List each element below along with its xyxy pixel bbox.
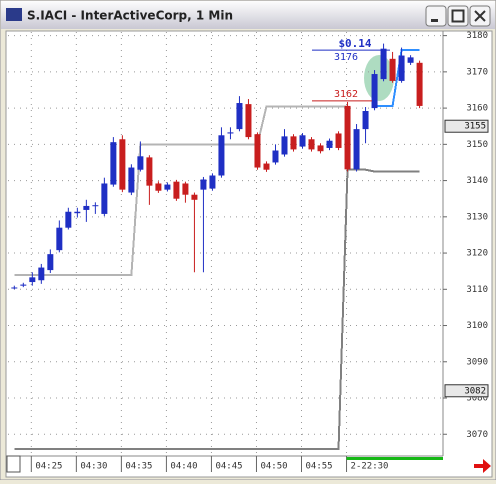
y-tick-label: 3180 bbox=[466, 31, 488, 41]
scroll-arrow[interactable] bbox=[474, 459, 491, 473]
y-tick-label: 3100 bbox=[466, 321, 488, 331]
candle-body bbox=[281, 136, 288, 155]
x-tick-label: 04:55 bbox=[306, 462, 333, 472]
candle-body bbox=[380, 48, 387, 80]
candle-body bbox=[11, 287, 18, 289]
candle-body bbox=[128, 167, 135, 193]
y-tick-label: 3150 bbox=[466, 140, 488, 150]
y-tick-label: 3120 bbox=[466, 249, 488, 259]
title-bar bbox=[1, 1, 495, 29]
y-tick-label: 3080 bbox=[466, 394, 488, 404]
x-tick-label: 04:35 bbox=[125, 462, 152, 472]
x-tick-label: 04:30 bbox=[80, 462, 107, 472]
candle-body bbox=[47, 254, 54, 271]
y-tick-label: 3090 bbox=[466, 357, 488, 367]
window-title: S.IACI - InterActiveCorp, 1 Min bbox=[27, 9, 233, 23]
indicator-line bbox=[14, 168, 420, 450]
maximize-button[interactable] bbox=[447, 5, 469, 27]
candle-body bbox=[416, 62, 423, 106]
candle-body bbox=[146, 157, 153, 186]
candle-body bbox=[101, 183, 108, 214]
y-tick-label: 3130 bbox=[466, 212, 488, 222]
level-label: 3162 bbox=[334, 89, 358, 100]
candle-body bbox=[398, 55, 405, 81]
candle-body bbox=[326, 140, 333, 148]
annotation: $0.14 bbox=[338, 37, 371, 50]
x-tick-label: 04:25 bbox=[35, 462, 62, 472]
price-marker bbox=[444, 384, 489, 398]
highlight bbox=[364, 55, 394, 101]
candle-body bbox=[74, 211, 81, 214]
y-tick-label: 3160 bbox=[466, 104, 488, 114]
candle-body bbox=[20, 284, 27, 286]
close-button[interactable] bbox=[469, 5, 491, 27]
candle-body bbox=[389, 58, 396, 81]
app-icon bbox=[6, 8, 22, 21]
indicator-line bbox=[14, 105, 348, 276]
candle-body bbox=[335, 133, 342, 148]
candle-body bbox=[92, 205, 99, 207]
candle-body bbox=[353, 129, 360, 170]
candle-body bbox=[83, 205, 90, 210]
candle-body bbox=[200, 179, 207, 190]
plot: 3070 3080 3090 3100 3110 3120 3130 3140 3150 3160… bbox=[8, 31, 489, 472]
candle-body bbox=[236, 103, 243, 130]
candle-body bbox=[227, 132, 234, 134]
candle-body bbox=[407, 57, 414, 63]
price-marker bbox=[444, 119, 489, 133]
candle-body bbox=[119, 139, 126, 190]
price-marker-label: 3082 bbox=[464, 386, 486, 396]
candle-body bbox=[155, 183, 162, 191]
candle-body bbox=[254, 134, 261, 168]
candle-body bbox=[245, 104, 252, 138]
minimize-button[interactable] bbox=[425, 5, 447, 27]
session-bar bbox=[346, 457, 443, 460]
indicator-line bbox=[374, 49, 420, 107]
x-tick-label: 04:45 bbox=[215, 462, 242, 472]
candle-body bbox=[263, 163, 270, 170]
candle-body bbox=[290, 136, 297, 150]
x-tick-label: 04:50 bbox=[260, 462, 287, 472]
candle-body bbox=[110, 142, 117, 185]
y-tick-label: 3110 bbox=[466, 285, 488, 295]
candle-body bbox=[65, 211, 72, 228]
candle-body bbox=[173, 181, 180, 199]
candle-body bbox=[218, 135, 225, 176]
x-tick-label: 2-22:30 bbox=[351, 462, 389, 472]
candle-body bbox=[38, 267, 45, 281]
price-marker-label: 3155 bbox=[464, 122, 486, 132]
scroll-box[interactable] bbox=[6, 455, 21, 473]
candle-body bbox=[371, 74, 378, 109]
candle-body bbox=[137, 156, 144, 170]
candle-body bbox=[362, 111, 369, 130]
y-tick-label: 3170 bbox=[466, 67, 488, 77]
candle-body bbox=[272, 150, 279, 163]
x-tick-label: 04:40 bbox=[170, 462, 197, 472]
candle-body bbox=[344, 105, 351, 170]
candle-body bbox=[191, 194, 198, 200]
candle-body bbox=[299, 135, 306, 147]
candle-body bbox=[308, 139, 315, 150]
candle-body bbox=[56, 227, 63, 251]
candle-body bbox=[29, 277, 36, 283]
candle-body bbox=[209, 175, 216, 189]
y-tick-label: 3070 bbox=[466, 430, 488, 440]
candle-body bbox=[317, 145, 324, 152]
level-label: 3176 bbox=[334, 52, 358, 63]
y-tick-label: 3140 bbox=[466, 176, 488, 186]
candle-body bbox=[182, 183, 189, 195]
candle-body bbox=[164, 184, 171, 190]
